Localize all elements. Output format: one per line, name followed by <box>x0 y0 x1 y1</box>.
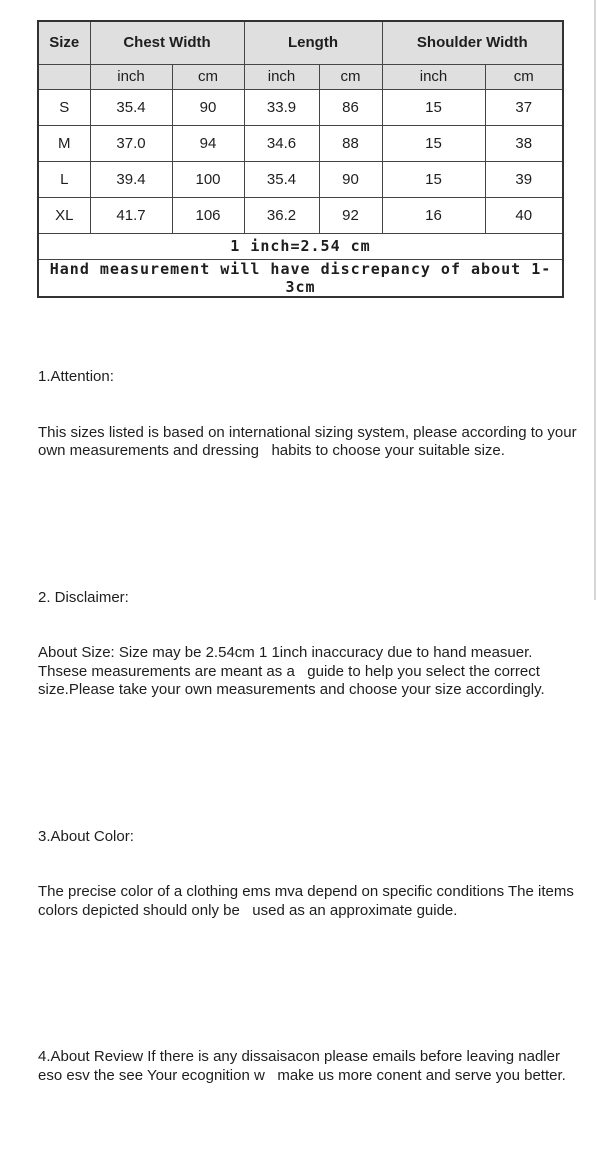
length-header: Length <box>243 20 383 65</box>
conversion-note-row: 1 inch=2.54 cm <box>37 232 564 260</box>
size-cell: XL <box>37 196 91 234</box>
unit-header: inch <box>381 63 486 90</box>
size-cell: L <box>37 160 91 198</box>
value-cell: 88 <box>318 124 383 162</box>
note-body: The precise color of a clothing ems mva … <box>38 883 579 919</box>
table-row-xl: XL 41.7 106 36.2 92 16 40 <box>37 196 564 234</box>
chest-width-header: Chest Width <box>89 20 245 65</box>
size-chart-page: { "table": { "header": { "size": "Size",… <box>37 0 596 1084</box>
value-cell: 94 <box>171 124 245 162</box>
note-about-color: 3.About Color: The precise color of a cl… <box>38 791 578 958</box>
note-disclaimer: 2. Disclaimer: About Size: Size may be 2… <box>38 552 578 737</box>
value-cell: 35.4 <box>243 160 320 198</box>
unit-header: inch <box>243 63 320 90</box>
notes-section: 1.Attention: This sizes listed is based … <box>38 294 578 1158</box>
value-cell: 15 <box>381 124 486 162</box>
unit-header: cm <box>318 63 383 90</box>
value-cell: 39.4 <box>89 160 173 198</box>
value-cell: 15 <box>381 88 486 126</box>
value-cell: 40 <box>484 196 564 234</box>
value-cell: 36.2 <box>243 196 320 234</box>
note-heading: 3.About Color: <box>38 827 134 845</box>
value-cell: 37 <box>484 88 564 126</box>
conversion-note: 1 inch=2.54 cm <box>37 232 564 260</box>
note-heading: 1.Attention: <box>38 368 114 385</box>
measurement-note-row: Hand measurement will have discrepancy o… <box>37 258 564 297</box>
measurement-note: Hand measurement will have discrepancy o… <box>37 258 564 297</box>
value-cell: 37.0 <box>89 124 173 162</box>
unit-header: inch <box>89 63 173 90</box>
value-cell: 35.4 <box>89 88 173 126</box>
empty-unit-cell <box>37 63 91 90</box>
note-body: 4.About Review If there is any dissaisac… <box>38 1048 566 1084</box>
shoulder-width-header: Shoulder Width <box>381 20 564 65</box>
table-row-l: L 39.4 100 35.4 90 15 39 <box>37 160 564 198</box>
value-cell: 90 <box>318 160 383 198</box>
table-row-m: M 37.0 94 34.6 88 15 38 <box>37 124 564 162</box>
value-cell: 38 <box>484 124 564 162</box>
note-body: About Size: Size may be 2.54cm 1 1inch i… <box>38 644 545 698</box>
table-row-s: S 35.4 90 33.9 86 15 37 <box>37 88 564 126</box>
value-cell: 41.7 <box>89 196 173 234</box>
value-cell: 92 <box>318 196 383 234</box>
size-cell: M <box>37 124 91 162</box>
value-cell: 34.6 <box>243 124 320 162</box>
note-attention: 1.Attention: This sizes listed is based … <box>38 331 578 498</box>
value-cell: 16 <box>381 196 486 234</box>
value-cell: 39 <box>484 160 564 198</box>
value-cell: 100 <box>171 160 245 198</box>
value-cell: 106 <box>171 196 245 234</box>
size-cell: S <box>37 88 91 126</box>
size-column-header: Size <box>37 20 91 65</box>
unit-header: cm <box>484 63 564 90</box>
size-chart-table: Size Chest Width Length Shoulder Width i… <box>37 20 565 298</box>
note-heading: 2. Disclaimer: <box>38 588 129 606</box>
value-cell: 86 <box>318 88 383 126</box>
value-cell: 15 <box>381 160 486 198</box>
table-header-row: Size Chest Width Length Shoulder Width <box>37 20 564 65</box>
table-units-row: inch cm inch cm inch cm <box>37 63 564 90</box>
value-cell: 33.9 <box>243 88 320 126</box>
note-body: This sizes listed is based on internatio… <box>38 423 581 460</box>
value-cell: 90 <box>171 88 245 126</box>
unit-header: cm <box>171 63 245 90</box>
image-edge-artifact <box>594 0 596 600</box>
note-about-review: 4.About Review If there is any dissaisac… <box>38 1011 578 1122</box>
